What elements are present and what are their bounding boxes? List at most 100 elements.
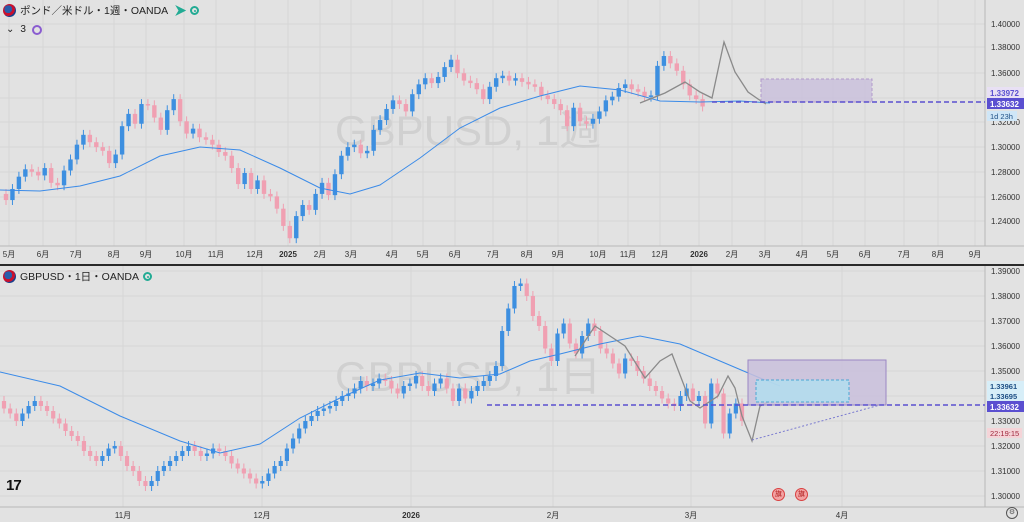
pane-divider[interactable] (0, 264, 1024, 266)
price-tick-label: 1.40000 (991, 20, 1020, 29)
candle-up (586, 323, 591, 336)
candle-down (666, 398, 671, 404)
settings-gear-icon[interactable]: ⚙ (1006, 507, 1018, 519)
weekly-chart-canvas[interactable]: GBPUSD, 1週1.400001.380001.360001.340001.… (0, 0, 1024, 264)
candle-up (303, 421, 308, 429)
time-tick-label: 11月 (208, 250, 224, 259)
candle-down (143, 481, 148, 486)
candle-up (610, 96, 615, 101)
candle-down (524, 283, 529, 296)
time-tick-label: 6月 (449, 250, 461, 259)
candle-down (8, 408, 13, 414)
candle-down (395, 388, 400, 394)
candle-down (474, 83, 480, 90)
weekly-chart-title[interactable]: ポンド／米ドル・1週・OANDA (20, 5, 169, 17)
candle-up (61, 170, 67, 186)
time-tick-label: 10月 (590, 250, 607, 259)
candle-down (107, 150, 112, 164)
candle-up (513, 78, 518, 81)
indicator-icon[interactable] (31, 24, 42, 35)
event-marker-icon[interactable]: 旗 (795, 488, 808, 501)
candle-down (700, 99, 705, 107)
candle-down (703, 396, 708, 424)
time-tick-label: 12月 (254, 511, 271, 520)
time-tick-label: 12月 (247, 250, 264, 259)
chevron-down-icon[interactable]: ⌄ (6, 24, 15, 35)
weekly-chart-pane[interactable]: ポンド／米ドル・1週・OANDA ⌄ 3 GBPUSD, 1週 1.40000 1.… (0, 0, 1024, 264)
daily-chart-canvas[interactable]: GBPUSD, 1日 1.39000 1.38000 1.37000 1.36000 1.… (0, 266, 1024, 522)
gbp-flag-icon (3, 270, 16, 283)
candle-up (100, 456, 105, 461)
time-tick-label: 9月 (969, 250, 981, 259)
candle-up (297, 428, 302, 439)
candle-up (290, 438, 296, 449)
price-tick-label: 1.28000 (991, 168, 1020, 177)
event-marker-icon[interactable]: 旗 (772, 488, 785, 501)
price-badge-current (987, 98, 1024, 109)
candle-up (733, 403, 738, 414)
candle-up (475, 386, 480, 391)
candle-down (403, 104, 409, 112)
candle-down (552, 99, 557, 105)
candle-up (648, 95, 654, 97)
candle-up (334, 401, 339, 406)
candle-up (623, 358, 628, 374)
candle-up (174, 456, 179, 461)
candle-up (448, 59, 454, 68)
candle-down (389, 381, 394, 389)
candle-down (197, 128, 202, 138)
candle-down (236, 168, 241, 185)
inner-zone-rect (755, 379, 850, 403)
price-badge-b2-text: 1.33695 (990, 392, 1017, 401)
time-tick-label: 5月 (827, 250, 839, 259)
candle-up (655, 65, 660, 96)
candle-up (284, 448, 289, 461)
daily-chart-header: GBPUSD・1日・OANDA (3, 269, 153, 284)
indicator-toggle[interactable]: ⌄ 3 (6, 24, 42, 35)
price-tick-label: 1.26000 (991, 193, 1020, 202)
candle-up (352, 144, 357, 148)
candle-up (413, 376, 419, 384)
candle-down (36, 171, 41, 176)
price-tick-label: 1.33000 (991, 417, 1020, 426)
candle-up (481, 381, 486, 386)
candle-down (192, 446, 197, 451)
price-tick-label: 1.24000 (991, 217, 1020, 226)
price-tick-label: 1.32000 (991, 442, 1020, 451)
status-dot-icon (190, 6, 200, 15)
daily-chart-pane[interactable]: GBPUSD・1日・OANDA GBPUSD, 1日 1.39000 1.38000… (0, 266, 1024, 522)
candle-up (165, 110, 170, 130)
candle-down (450, 388, 456, 401)
price-badge-b2 (987, 391, 1024, 401)
candle-up (309, 416, 314, 421)
candle-up (190, 128, 196, 134)
candle-up (384, 108, 389, 121)
time-tick-label: 3月 (685, 511, 697, 520)
candle-up (500, 75, 505, 79)
time-tick-label: 2月 (547, 511, 559, 520)
candle-up (435, 76, 441, 84)
time-tick-label: 11月 (620, 250, 636, 259)
candle-up (294, 216, 299, 239)
candle-down (235, 463, 240, 469)
daily-chart-title[interactable]: GBPUSD・1日・OANDA (20, 271, 140, 283)
candle-down (629, 358, 634, 361)
candle-down (739, 403, 745, 421)
candle-up (358, 381, 363, 389)
candle-up (407, 383, 412, 386)
candle-down (137, 471, 142, 481)
candle-down (668, 56, 673, 64)
candle-down (481, 89, 486, 100)
candle-down (455, 59, 460, 74)
time-tick-label: 2025 (279, 250, 297, 259)
candle-down (152, 105, 157, 118)
tradingview-logo[interactable]: 17 (6, 477, 22, 494)
time-tick-label: 3月 (345, 250, 357, 259)
gbp-flag-icon (3, 4, 16, 17)
time-badge-text: 22:19:15 (990, 429, 1019, 438)
candle-up (561, 323, 566, 334)
candle-down (573, 343, 579, 354)
time-tick-label: 2026 (690, 250, 708, 259)
candle-up (438, 378, 443, 384)
candle-up (390, 100, 396, 109)
